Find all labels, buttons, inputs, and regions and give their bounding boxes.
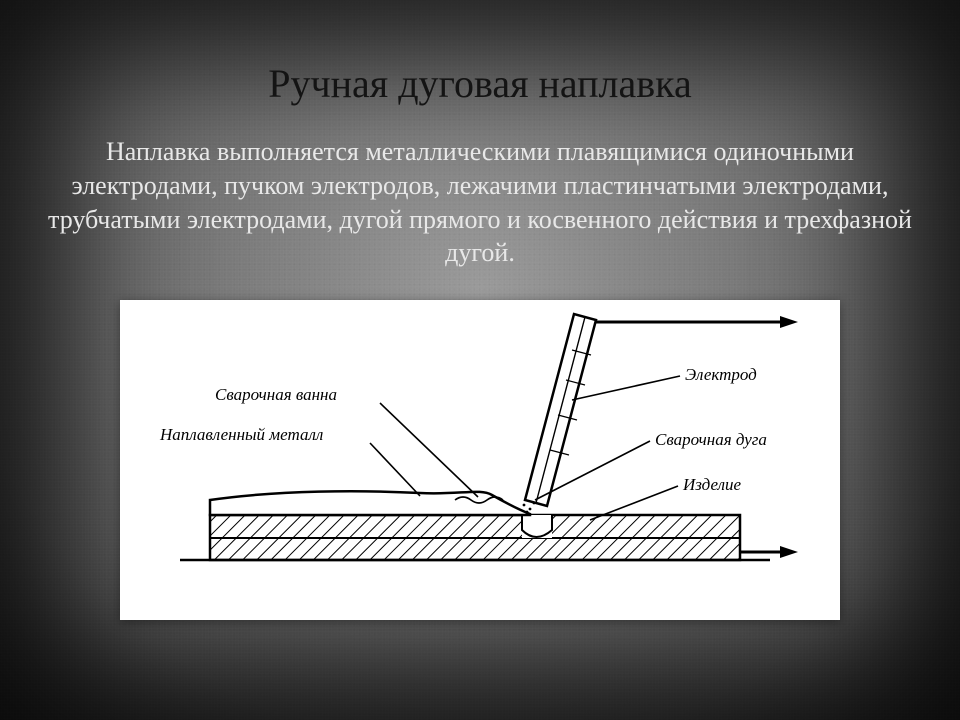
page-title: Ручная дуговая наплавка xyxy=(268,60,691,107)
label-deposited: Наплавленный металл xyxy=(159,425,323,444)
label-electrode: Электрод xyxy=(685,365,757,384)
electrode xyxy=(525,314,596,506)
diagram-labels: Сварочная ванна Наплавленный металл Элек… xyxy=(159,365,767,494)
workpiece-plate xyxy=(210,515,740,560)
description-text: Наплавка выполняется металлическими плав… xyxy=(30,135,930,270)
label-workpiece: Изделие xyxy=(682,475,742,494)
label-weld-pool: Сварочная ванна xyxy=(215,385,337,404)
deposited-bead xyxy=(210,491,530,515)
welding-diagram: Сварочная ванна Наплавленный металл Элек… xyxy=(120,300,840,620)
power-lead-bottom xyxy=(740,546,798,558)
power-lead-top xyxy=(596,316,798,328)
diagram-svg: Сварочная ванна Наплавленный металл Элек… xyxy=(120,300,840,620)
label-arc: Сварочная дуга xyxy=(655,430,767,449)
slide-content: Ручная дуговая наплавка Наплавка выполня… xyxy=(0,0,960,720)
